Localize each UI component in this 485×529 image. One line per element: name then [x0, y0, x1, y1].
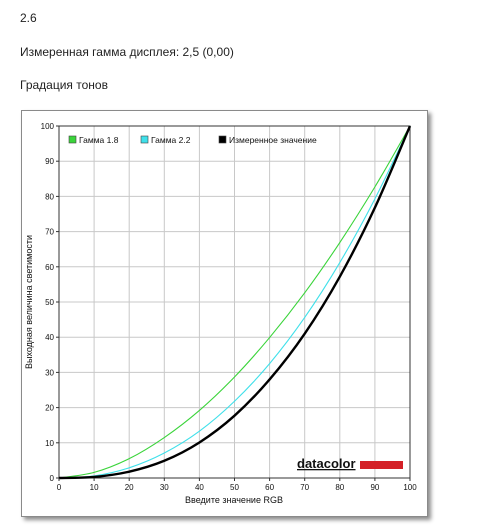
legend-label-measured: Измеренное значение [229, 135, 317, 145]
y-tick-label: 50 [45, 298, 54, 307]
legend-label-gamma-22: Гамма 2.2 [151, 135, 191, 145]
x-tick-label: 20 [125, 483, 134, 492]
x-tick-label: 10 [90, 483, 99, 492]
series-gamma-18-line [58, 125, 411, 479]
datacolor-logo-text: datacolor [297, 456, 356, 471]
datacolor-logo: datacolor [297, 456, 403, 471]
x-tick-label: 40 [195, 483, 204, 492]
y-tick-label: 0 [50, 474, 55, 483]
chart-curves [58, 125, 412, 480]
legend-swatch-measured [218, 135, 227, 144]
y-axis-label: Выходная величина светимости [24, 235, 34, 369]
y-tick-label: 10 [45, 439, 54, 448]
section-number: 2.6 [20, 11, 37, 25]
chart-legend: Гамма 1.8 Гамма 2.2 Измеренное значение [68, 135, 317, 145]
measured-gamma-text: Измеренная гамма дисплея: 2,5 (0,00) [20, 45, 234, 59]
y-tick-label: 90 [45, 157, 54, 166]
y-tick-label: 40 [45, 333, 54, 342]
x-tick-label: 0 [57, 483, 62, 492]
y-tick-label: 30 [45, 368, 54, 377]
x-tick-label: 70 [300, 483, 309, 492]
legend-swatch-gamma-18 [68, 135, 77, 144]
x-tick-label: 60 [265, 483, 274, 492]
chart-grid [58, 125, 411, 479]
x-tick-label: 100 [403, 483, 417, 492]
y-tick-label: 60 [45, 263, 54, 272]
x-tick-label: 90 [370, 483, 379, 492]
tone-response-chart: 0 10 20 30 40 50 60 70 80 90 100 0 10 20 30 40 50 60 70 80 9… [24, 122, 418, 505]
y-tick-label: 70 [45, 228, 54, 237]
x-tick-label: 80 [335, 483, 344, 492]
x-tick-label: 30 [160, 483, 169, 492]
legend-label-gamma-18: Гамма 1.8 [79, 135, 119, 145]
tone-response-chart-frame: 0 10 20 30 40 50 60 70 80 90 100 0 10 20 30 40 50 60 70 80 9… [21, 110, 428, 517]
legend-swatch-gamma-22 [140, 135, 149, 144]
y-tick-label: 100 [41, 122, 55, 131]
x-axis-label: Введите значение RGB [185, 495, 283, 505]
y-tick-label: 20 [45, 404, 54, 413]
section-title: Градация тонов [20, 78, 108, 92]
series-gamma-22-line [58, 125, 411, 479]
datacolor-logo-bar [360, 461, 403, 469]
x-tick-label: 50 [230, 483, 239, 492]
chart-ticks: 0 10 20 30 40 50 60 70 80 90 100 0 10 20 30 40 50 60 70 80 9… [41, 122, 418, 492]
series-measured-line [58, 125, 412, 480]
y-tick-label: 80 [45, 192, 54, 201]
